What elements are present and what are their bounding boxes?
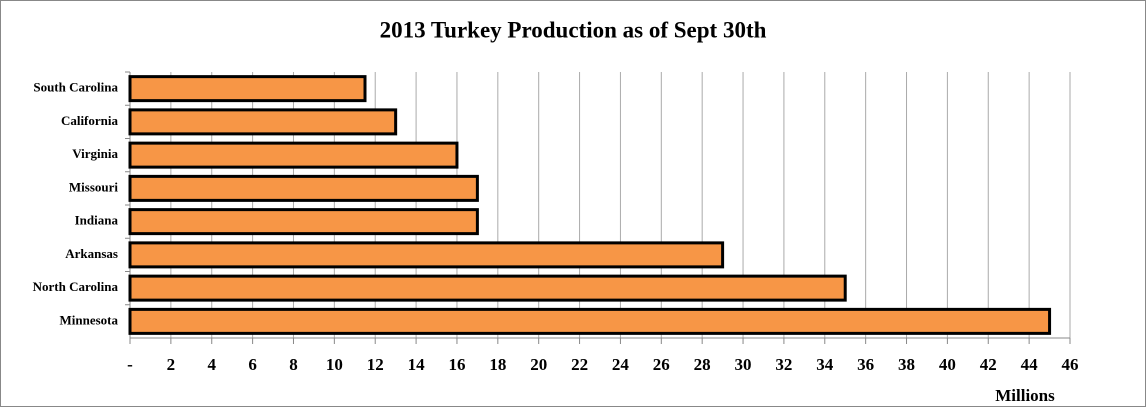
x-tick-label: 10 [326, 355, 343, 374]
x-axis-label: Millions [995, 386, 1055, 405]
bar [128, 108, 398, 136]
x-tick-label: 12 [367, 355, 384, 374]
y-tick-label: Missouri [69, 179, 119, 194]
y-tick-label: South Carolina [33, 80, 118, 95]
x-tick-label: 24 [612, 355, 630, 374]
y-tick-label: California [61, 113, 119, 128]
x-tick-label: 36 [857, 355, 874, 374]
x-tick-label: 26 [653, 355, 670, 374]
x-tick-label: 2 [167, 355, 176, 374]
bar [128, 241, 725, 269]
y-tick-label: Minnesota [60, 312, 119, 327]
x-tick-label: 38 [898, 355, 915, 374]
x-tick-label: 16 [448, 355, 465, 374]
bar [128, 274, 847, 302]
bar [128, 75, 367, 103]
bar [128, 174, 479, 202]
y-tick-label: Arkansas [65, 246, 118, 261]
x-tick-label: 44 [1021, 355, 1039, 374]
x-tick-label: 22 [571, 355, 588, 374]
x-tick-label: 42 [980, 355, 997, 374]
x-tick-label: 46 [1062, 355, 1079, 374]
y-tick-label: North Carolina [33, 279, 119, 294]
y-tick-label: Indiana [75, 213, 119, 228]
x-tick-label: - [127, 355, 133, 374]
x-tick-label: 8 [289, 355, 298, 374]
chart-title: 2013 Turkey Production as of Sept 30th [380, 17, 767, 42]
x-tick-label: 34 [816, 355, 834, 374]
x-tick-label: 18 [489, 355, 506, 374]
x-tick-label: 14 [408, 355, 426, 374]
y-tick-label: Virginia [72, 146, 118, 161]
x-tick-label: 6 [248, 355, 257, 374]
x-tick-label: 40 [939, 355, 956, 374]
bar [128, 208, 479, 236]
x-tick-label: 28 [694, 355, 711, 374]
bar [128, 141, 459, 169]
x-tick-label: 32 [775, 355, 792, 374]
x-tick-label: 30 [735, 355, 752, 374]
bar [128, 307, 1052, 335]
x-tick-label: 4 [207, 355, 216, 374]
x-tick-label: 20 [530, 355, 547, 374]
